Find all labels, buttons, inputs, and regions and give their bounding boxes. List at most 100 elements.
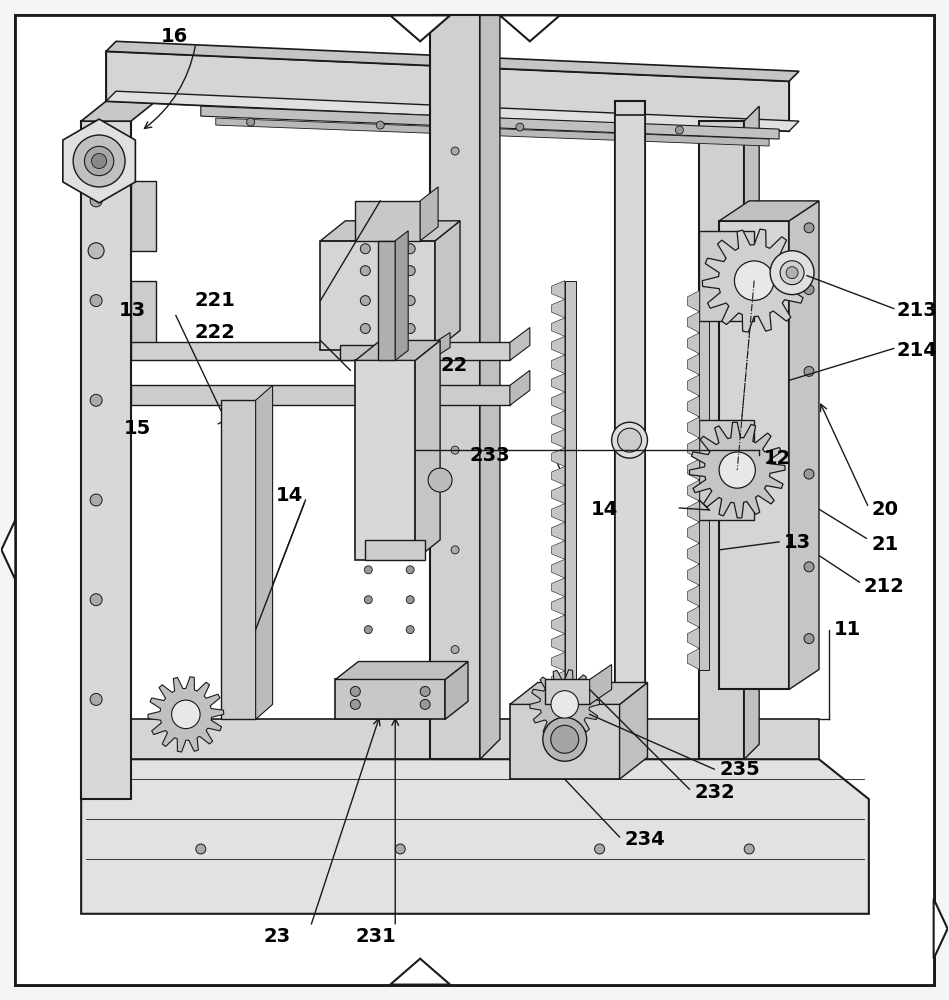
Polygon shape: [687, 375, 699, 396]
Circle shape: [451, 446, 459, 454]
Circle shape: [428, 468, 452, 492]
Polygon shape: [510, 682, 647, 704]
Polygon shape: [335, 662, 468, 679]
Circle shape: [73, 135, 125, 187]
Polygon shape: [699, 231, 754, 321]
Text: 14: 14: [275, 486, 303, 505]
Text: 21: 21: [872, 535, 899, 554]
Polygon shape: [551, 448, 565, 466]
Polygon shape: [355, 340, 440, 360]
Circle shape: [406, 626, 414, 634]
Polygon shape: [106, 51, 789, 131]
Polygon shape: [341, 345, 430, 360]
Polygon shape: [390, 959, 450, 985]
Text: 222: 222: [195, 323, 235, 342]
Circle shape: [744, 844, 754, 854]
Text: 234: 234: [624, 830, 665, 849]
Polygon shape: [390, 15, 450, 41]
Circle shape: [786, 267, 798, 279]
Circle shape: [451, 247, 459, 255]
Polygon shape: [551, 336, 565, 355]
Text: 232: 232: [695, 783, 735, 802]
Polygon shape: [551, 374, 565, 392]
Polygon shape: [719, 201, 819, 221]
Circle shape: [88, 243, 104, 259]
Polygon shape: [255, 385, 272, 719]
Text: 23: 23: [264, 927, 290, 946]
Polygon shape: [699, 420, 754, 520]
Polygon shape: [379, 241, 395, 360]
Polygon shape: [589, 665, 611, 704]
Text: 12: 12: [764, 449, 791, 468]
Polygon shape: [620, 682, 647, 779]
Polygon shape: [510, 370, 530, 405]
Polygon shape: [699, 121, 744, 759]
Text: 231: 231: [355, 927, 396, 946]
Circle shape: [364, 566, 372, 574]
Polygon shape: [551, 559, 565, 578]
Polygon shape: [445, 662, 468, 719]
Text: 16: 16: [161, 27, 188, 46]
Circle shape: [405, 244, 415, 254]
Polygon shape: [687, 648, 699, 670]
Polygon shape: [687, 501, 699, 522]
Polygon shape: [221, 400, 255, 719]
Polygon shape: [215, 118, 769, 146]
Circle shape: [361, 266, 370, 276]
Polygon shape: [551, 392, 565, 411]
Text: 15: 15: [123, 419, 151, 438]
Polygon shape: [510, 328, 530, 360]
Circle shape: [551, 691, 579, 718]
Polygon shape: [106, 91, 799, 131]
Circle shape: [406, 566, 414, 574]
Circle shape: [550, 725, 579, 753]
Circle shape: [195, 844, 206, 854]
Text: 233: 233: [469, 446, 510, 465]
Circle shape: [90, 394, 102, 406]
Text: 22: 22: [440, 356, 467, 375]
Circle shape: [611, 422, 647, 458]
Polygon shape: [687, 543, 699, 564]
Circle shape: [90, 295, 102, 307]
Polygon shape: [321, 241, 435, 350]
Circle shape: [395, 844, 405, 854]
Polygon shape: [702, 229, 806, 332]
Circle shape: [804, 223, 814, 233]
Circle shape: [516, 123, 524, 131]
Circle shape: [247, 118, 254, 126]
Polygon shape: [551, 652, 565, 671]
Circle shape: [595, 844, 605, 854]
Circle shape: [406, 596, 414, 604]
Polygon shape: [687, 606, 699, 627]
Polygon shape: [687, 459, 699, 480]
Circle shape: [735, 261, 774, 300]
Text: 14: 14: [590, 500, 618, 519]
Polygon shape: [551, 299, 565, 318]
Polygon shape: [744, 106, 759, 759]
Polygon shape: [687, 312, 699, 333]
Polygon shape: [500, 15, 560, 41]
Polygon shape: [551, 355, 565, 374]
Text: 13: 13: [784, 533, 811, 552]
Polygon shape: [82, 101, 156, 121]
Bar: [699, 291, 709, 670]
Circle shape: [361, 296, 370, 306]
Polygon shape: [435, 221, 460, 350]
Polygon shape: [131, 385, 510, 405]
Polygon shape: [687, 333, 699, 354]
Circle shape: [804, 366, 814, 376]
Circle shape: [90, 594, 102, 606]
Polygon shape: [510, 704, 620, 779]
Polygon shape: [106, 41, 799, 81]
Circle shape: [84, 146, 114, 176]
Polygon shape: [687, 354, 699, 375]
Polygon shape: [719, 221, 789, 689]
Text: 11: 11: [834, 620, 861, 639]
Polygon shape: [551, 429, 565, 448]
Polygon shape: [687, 585, 699, 606]
Polygon shape: [687, 627, 699, 648]
Polygon shape: [355, 201, 420, 241]
Polygon shape: [415, 340, 440, 560]
Polygon shape: [335, 679, 445, 719]
Circle shape: [780, 261, 804, 285]
